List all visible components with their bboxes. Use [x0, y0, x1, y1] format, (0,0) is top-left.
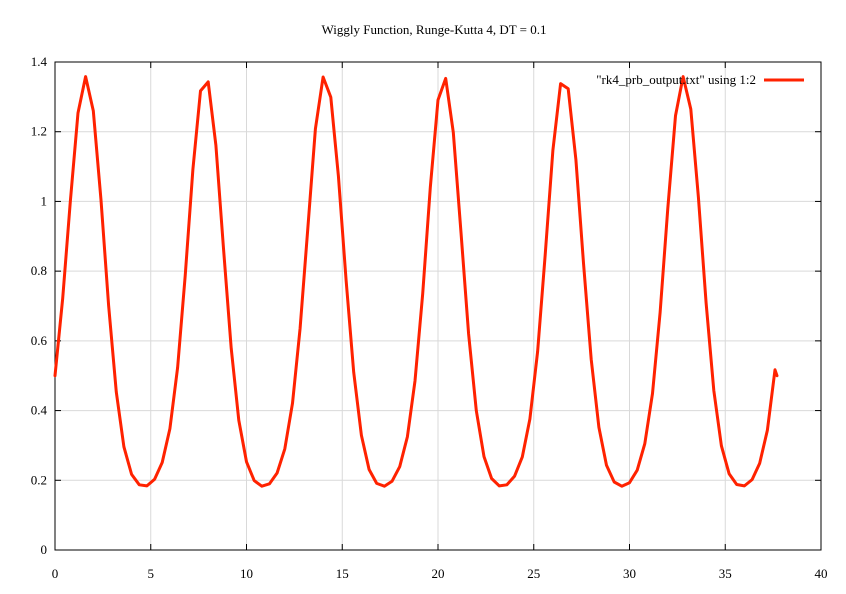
y-tick-label: 0 — [41, 542, 48, 557]
x-tick-label: 30 — [623, 566, 636, 581]
y-tick-label: 1 — [41, 193, 48, 208]
legend-label: "rk4_prb_output.txt" using 1:2 — [596, 72, 756, 87]
y-tick-label: 1.4 — [31, 54, 48, 69]
x-tick-label: 25 — [527, 566, 540, 581]
y-tick-labels: 0 0.2 0.4 0.6 0.8 1 1.2 1.4 — [31, 54, 48, 557]
chart-title: Wiggly Function, Runge-Kutta 4, DT = 0.1 — [321, 22, 546, 37]
x-tick-labels: 0 5 10 15 20 25 30 35 40 — [52, 566, 828, 581]
series-group — [53, 75, 779, 488]
y-tick-label: 0.4 — [31, 403, 48, 418]
x-tick-label: 40 — [815, 566, 828, 581]
x-tick-label: 0 — [52, 566, 59, 581]
series-line — [53, 75, 779, 488]
y-tick-label: 0.2 — [31, 472, 47, 487]
x-tick-label: 15 — [336, 566, 349, 581]
y-tick-label: 0.8 — [31, 263, 47, 278]
y-tick-label: 1.2 — [31, 124, 47, 139]
x-tick-label: 20 — [432, 566, 445, 581]
x-tick-label: 35 — [719, 566, 732, 581]
y-tick-label: 0.6 — [31, 333, 48, 348]
legend: "rk4_prb_output.txt" using 1:2 — [596, 72, 804, 87]
x-tick-label: 5 — [148, 566, 155, 581]
x-tick-label: 10 — [240, 566, 253, 581]
